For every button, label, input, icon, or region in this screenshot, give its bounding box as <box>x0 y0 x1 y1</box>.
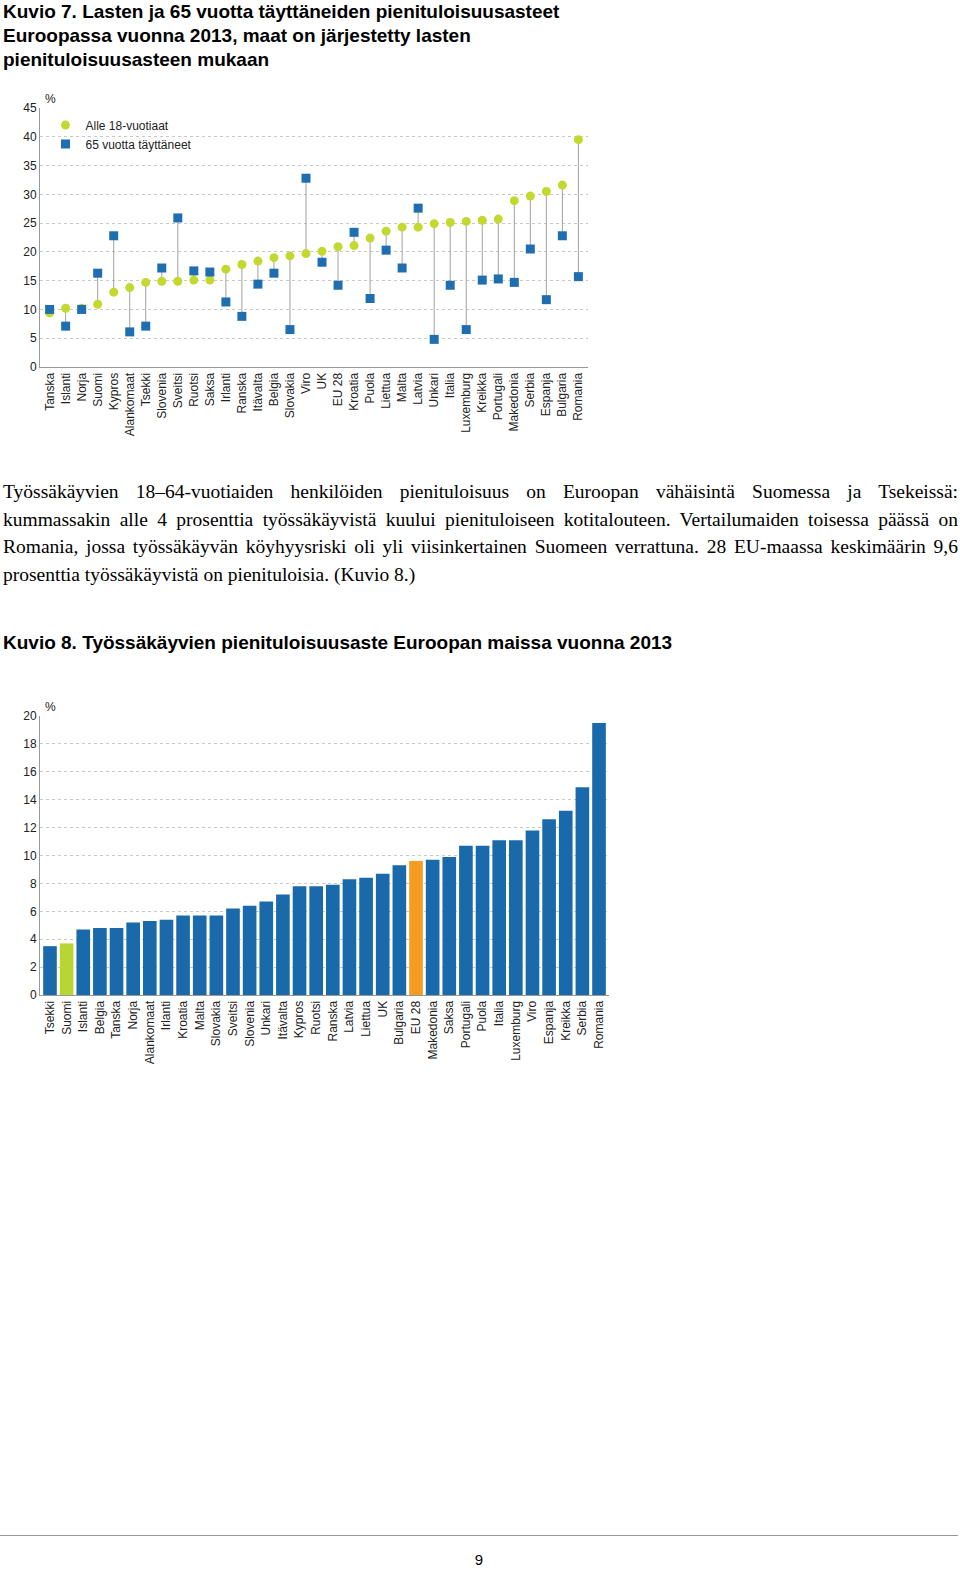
svg-text:0: 0 <box>30 988 37 1002</box>
svg-text:Sveitsi: Sveitsi <box>226 1001 240 1036</box>
svg-text:Makedonia: Makedonia <box>426 1000 440 1059</box>
svg-text:Saksa: Saksa <box>442 1000 456 1034</box>
svg-text:Tanska: Tanska <box>43 372 57 410</box>
html-text:9: 9 <box>474 1551 484 1568</box>
svg-text:35: 35 <box>23 159 37 173</box>
svg-text:Makedonia: Makedonia <box>507 372 521 431</box>
svg-text:Alankomaat: Alankomaat <box>143 1000 157 1064</box>
svg-text:Slovenia: Slovenia <box>155 372 169 418</box>
svg-text:Romania: Romania <box>592 1000 606 1048</box>
svg-text:Islanti: Islanti <box>76 1001 90 1032</box>
svg-text:Ruotsi: Ruotsi <box>309 1001 323 1035</box>
svg-text:12: 12 <box>23 821 37 835</box>
svg-text:Malta: Malta <box>395 372 409 402</box>
svg-text:10: 10 <box>23 849 37 863</box>
svg-text:40: 40 <box>23 130 37 144</box>
svg-text:Latvia: Latvia <box>342 1000 356 1032</box>
svg-text:14: 14 <box>23 793 37 807</box>
svg-text:Kypros: Kypros <box>292 1001 306 1038</box>
svg-text:Islanti: Islanti <box>59 373 73 404</box>
svg-text:Norja: Norja <box>126 1000 140 1029</box>
svg-text:%: % <box>45 700 56 714</box>
svg-text:UK: UK <box>376 1001 390 1018</box>
svg-text:Serbia: Serbia <box>523 372 537 407</box>
svg-text:6: 6 <box>30 905 37 919</box>
svg-text:20: 20 <box>23 245 37 259</box>
svg-text:Ranska: Ranska <box>235 372 249 413</box>
svg-text:Itävalta: Itävalta <box>251 372 265 411</box>
svg-text:Kroatia: Kroatia <box>347 372 361 410</box>
svg-text:0: 0 <box>30 360 37 374</box>
svg-text:Tsekki: Tsekki <box>139 373 153 406</box>
svg-text:Puola: Puola <box>475 1000 489 1031</box>
svg-text:45: 45 <box>23 101 37 115</box>
svg-text:16: 16 <box>23 765 37 779</box>
svg-text:Kroatia: Kroatia <box>176 1000 190 1038</box>
svg-text:15: 15 <box>23 274 37 288</box>
svg-text:Latvia: Latvia <box>411 372 425 404</box>
svg-text:Unkari: Unkari <box>427 373 441 408</box>
svg-text:Romania: Romania <box>571 372 585 420</box>
svg-text:8: 8 <box>30 877 37 891</box>
html-text:Kuvio 7. Lasten ja 65 vuotta t: Kuvio 7. Lasten ja 65 vuotta täyttäneide… <box>3 1 560 70</box>
svg-text:Alle 18-vuotiaat: Alle 18-vuotiaat <box>85 119 168 133</box>
svg-text:Bulgaria: Bulgaria <box>555 372 569 416</box>
svg-text:Ruotsi: Ruotsi <box>187 373 201 407</box>
svg-text:EU 28: EU 28 <box>331 372 345 406</box>
svg-text:Viro: Viro <box>525 1000 539 1021</box>
svg-text:Norja: Norja <box>75 372 89 401</box>
svg-text:Viro: Viro <box>299 372 313 393</box>
svg-text:Tanska: Tanska <box>109 1000 123 1038</box>
svg-text:Italia: Italia <box>443 372 457 398</box>
svg-text:18: 18 <box>23 737 37 751</box>
svg-text:Ranska: Ranska <box>326 1000 340 1041</box>
svg-text:Portugali: Portugali <box>491 373 505 420</box>
svg-text:Itävalta: Itävalta <box>276 1000 290 1039</box>
svg-text:20: 20 <box>23 709 37 723</box>
svg-text:UK: UK <box>315 373 329 390</box>
svg-text:Malta: Malta <box>193 1000 207 1030</box>
svg-text:Slovakia: Slovakia <box>209 1000 223 1046</box>
svg-text:2: 2 <box>30 960 37 974</box>
svg-text:Kreikka: Kreikka <box>559 1000 573 1040</box>
svg-text:Luxemburg: Luxemburg <box>459 373 473 433</box>
svg-text:Suomi: Suomi <box>91 373 105 407</box>
svg-text:Sveitsi: Sveitsi <box>171 373 185 408</box>
svg-text:Saksa: Saksa <box>203 372 217 406</box>
svg-text:Bulgaria: Bulgaria <box>392 1000 406 1044</box>
html-text:Kuvio 8. Työssäkäyvien pienitu: Kuvio 8. Työssäkäyvien pienituloisuusast… <box>3 632 673 653</box>
svg-text:Puola: Puola <box>363 372 377 403</box>
svg-text:Portugali: Portugali <box>459 1001 473 1048</box>
svg-text:Serbia: Serbia <box>575 1000 589 1035</box>
svg-text:Liettua: Liettua <box>359 1000 373 1036</box>
html-text:Työssäkäyvien 18–64-vuotiaiden: Työssäkäyvien 18–64-vuotiaiden henkilöid… <box>3 481 958 585</box>
svg-text:Unkari: Unkari <box>259 1001 273 1036</box>
svg-text:Liettua: Liettua <box>379 372 393 408</box>
svg-text:5: 5 <box>30 331 37 345</box>
svg-text:Espanja: Espanja <box>539 372 553 416</box>
svg-text:Slovakia: Slovakia <box>283 372 297 418</box>
svg-text:25: 25 <box>23 216 37 230</box>
svg-text:Kreikka: Kreikka <box>475 372 489 412</box>
svg-text:Belgia: Belgia <box>267 372 281 406</box>
svg-text:10: 10 <box>23 303 37 317</box>
svg-text:4: 4 <box>30 932 37 946</box>
svg-text:30: 30 <box>23 188 37 202</box>
svg-text:Suomi: Suomi <box>60 1001 74 1035</box>
svg-text:Tsekki: Tsekki <box>43 1001 57 1034</box>
svg-text:%: % <box>45 92 56 106</box>
svg-text:Espanja: Espanja <box>542 1000 556 1044</box>
svg-text:EU 28: EU 28 <box>409 1000 423 1034</box>
svg-text:65 vuotta täyttäneet: 65 vuotta täyttäneet <box>85 138 191 152</box>
svg-text:Kypros: Kypros <box>107 373 121 410</box>
svg-text:Irlanti: Irlanti <box>219 373 233 402</box>
svg-text:Irlanti: Irlanti <box>159 1001 173 1030</box>
svg-text:Italia: Italia <box>492 1000 506 1026</box>
svg-text:Luxemburg: Luxemburg <box>509 1001 523 1061</box>
svg-text:Alankomaat: Alankomaat <box>123 372 137 436</box>
svg-text:Slovenia: Slovenia <box>243 1000 257 1046</box>
svg-text:Belgia: Belgia <box>93 1000 107 1034</box>
